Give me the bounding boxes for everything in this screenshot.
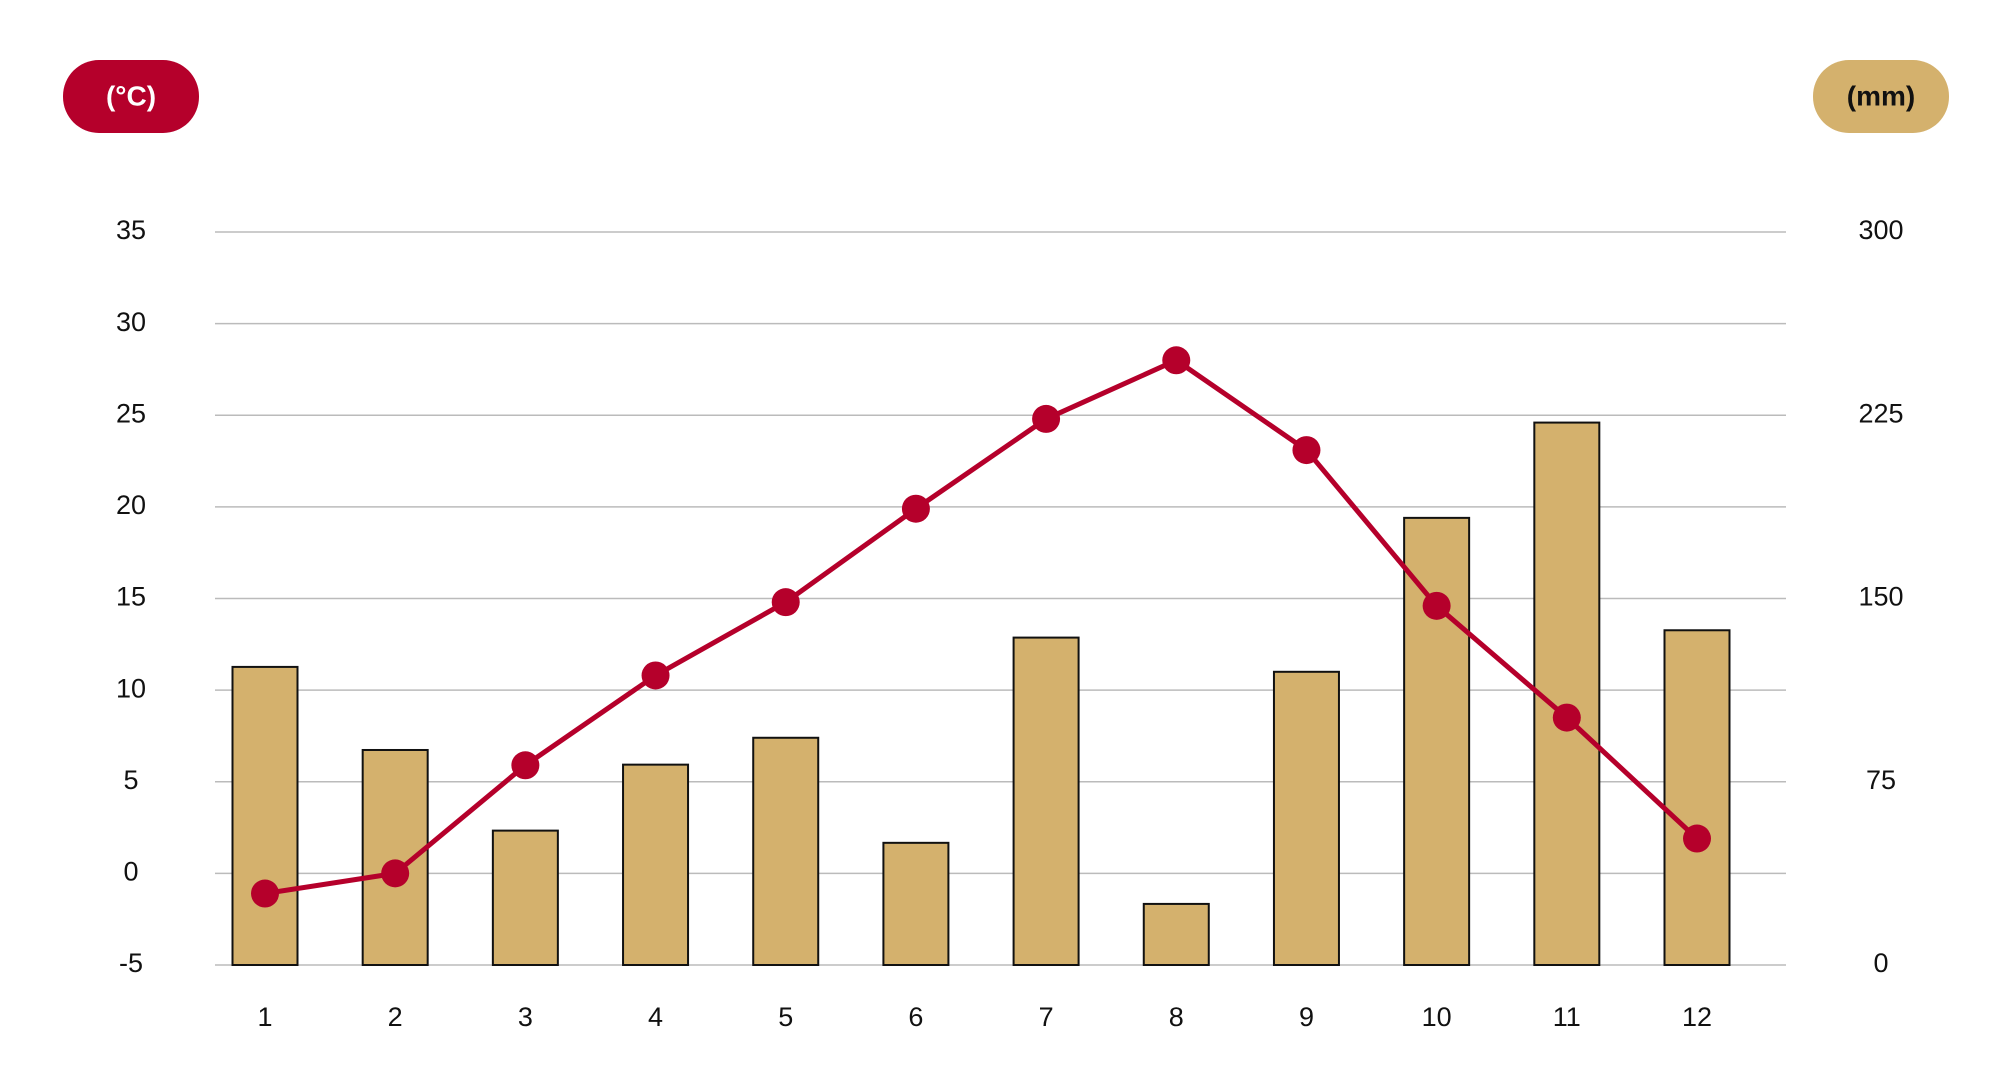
point bbox=[381, 859, 410, 888]
point bbox=[1032, 404, 1061, 433]
y2-label-pill bbox=[1813, 60, 1949, 133]
x-tick-label: 4 bbox=[648, 1002, 663, 1032]
y2-axis-label: (mm) bbox=[1847, 80, 1915, 111]
x-tick-label: 8 bbox=[1169, 1002, 1184, 1032]
y2-tick-label: 0 bbox=[1873, 948, 1888, 978]
y-tick-label: 20 bbox=[116, 490, 146, 520]
y-axis-label: (°C) bbox=[106, 80, 156, 111]
x-tick-label: 1 bbox=[257, 1002, 272, 1032]
bar bbox=[491, 829, 559, 966]
y2-tick-label: 150 bbox=[1858, 582, 1903, 612]
x-tick-label: 10 bbox=[1422, 1002, 1452, 1032]
point bbox=[1683, 824, 1711, 853]
x-tick-label: 3 bbox=[518, 1002, 533, 1032]
y-tick-label: -5 bbox=[119, 948, 143, 978]
bar bbox=[1012, 636, 1080, 966]
bar bbox=[882, 841, 950, 966]
y-tick-label: 10 bbox=[116, 673, 146, 703]
line bbox=[264, 357, 1699, 897]
x-tick-label: 11 bbox=[1553, 1002, 1581, 1032]
bar bbox=[622, 763, 690, 966]
point bbox=[901, 494, 930, 523]
y-label-pill bbox=[63, 60, 199, 133]
x-tick-label: 7 bbox=[1039, 1002, 1054, 1032]
bar bbox=[231, 665, 299, 966]
y-tick-label: 0 bbox=[123, 857, 138, 887]
x-tick-label: 6 bbox=[908, 1002, 923, 1032]
x-tick-label: 12 bbox=[1682, 1002, 1712, 1032]
x-tick-label: 9 bbox=[1299, 1002, 1314, 1032]
point bbox=[1552, 703, 1581, 732]
y-tick-label: 5 bbox=[123, 765, 138, 795]
bar bbox=[1142, 902, 1210, 967]
bar bbox=[1663, 629, 1731, 966]
y-tick-label: 30 bbox=[116, 307, 146, 337]
y2-tick-label: 225 bbox=[1858, 398, 1903, 428]
y-tick-label: 15 bbox=[116, 582, 146, 612]
bar bbox=[1403, 516, 1471, 966]
y-tick-label: 25 bbox=[116, 398, 146, 428]
point bbox=[251, 879, 279, 908]
y2-tick-label: 300 bbox=[1858, 215, 1903, 245]
bar bbox=[1272, 670, 1340, 966]
point bbox=[511, 751, 540, 780]
x-tick-label: 5 bbox=[778, 1002, 793, 1032]
point bbox=[771, 588, 800, 617]
bar bbox=[1533, 421, 1601, 966]
y-tick-label: 35 bbox=[116, 215, 146, 245]
point bbox=[1292, 436, 1321, 465]
y2-tick-label: 75 bbox=[1866, 765, 1896, 795]
point bbox=[1422, 591, 1451, 620]
point bbox=[1162, 346, 1191, 375]
point bbox=[641, 661, 670, 690]
bar bbox=[752, 736, 820, 967]
x-tick-label: 2 bbox=[388, 1002, 403, 1032]
